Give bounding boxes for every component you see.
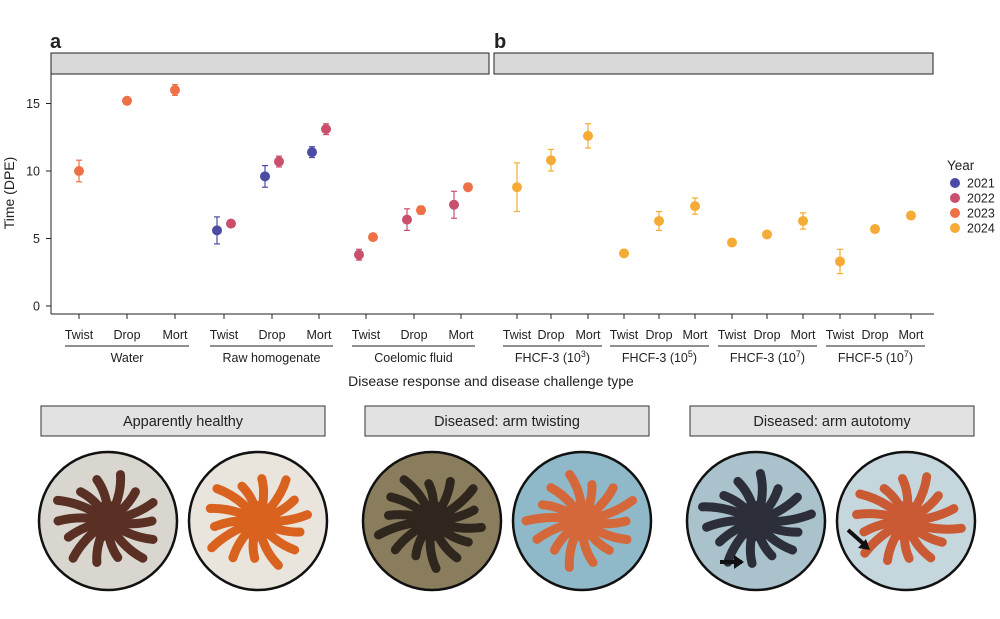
group-label: FHCF-3 (105) bbox=[622, 349, 697, 365]
data-point-2023 bbox=[463, 182, 473, 193]
group-label: FHCF-5 (107) bbox=[838, 349, 913, 365]
data-point-2024 bbox=[906, 210, 916, 221]
y-tick-label: 0 bbox=[33, 300, 40, 314]
x-tick-label-twist: Twist bbox=[210, 328, 239, 342]
data-point-2021 bbox=[212, 225, 222, 236]
x-tick-label-mort: Mort bbox=[307, 328, 333, 342]
data-point-2024 bbox=[835, 256, 845, 267]
data-point-2024 bbox=[654, 215, 664, 226]
data-point-2024 bbox=[583, 130, 593, 141]
caption-autotomy-text: Diseased: arm autotomy bbox=[753, 414, 911, 430]
legend-label-2024: 2024 bbox=[967, 222, 995, 236]
x-axis-group-labels: Water Raw homogenate Coelomic fluid FHCF-3 … bbox=[65, 345, 925, 365]
caption-healthy-text: Apparently healthy bbox=[123, 414, 244, 430]
healthy-star-dark-photo bbox=[37, 450, 179, 592]
caption-autotomy: Diseased: arm autotomy bbox=[689, 405, 975, 437]
data-point-2023 bbox=[74, 166, 84, 176]
legend-label-2021: 2021 bbox=[967, 177, 995, 191]
x-tick-label-mort: Mort bbox=[683, 328, 709, 342]
data-point-2023 bbox=[368, 232, 378, 243]
legend-swatch-2023 bbox=[950, 208, 960, 218]
legend-swatch-2024 bbox=[950, 223, 960, 233]
data-point-2023 bbox=[170, 85, 180, 95]
caption-twisting-text: Diseased: arm twisting bbox=[434, 414, 580, 430]
facet-strip-b bbox=[493, 52, 934, 75]
group-label: Water bbox=[111, 351, 144, 365]
data-point-2024 bbox=[512, 182, 522, 193]
data-point-2024 bbox=[870, 224, 880, 235]
x-tick-label-drop: Drop bbox=[537, 328, 564, 342]
y-tick-label: 10 bbox=[26, 165, 40, 179]
data-point-2023 bbox=[416, 205, 426, 216]
x-tick-label-twist: Twist bbox=[503, 328, 532, 342]
legend-label-2023: 2023 bbox=[967, 207, 995, 221]
x-tick-label-drop: Drop bbox=[753, 328, 780, 342]
twisting-star-orange-photo bbox=[511, 450, 653, 592]
data-point-2024 bbox=[762, 229, 772, 240]
group-label: Coelomic fluid bbox=[374, 351, 453, 365]
y-axis: 0 5 10 15 bbox=[26, 63, 52, 314]
autotomy-star-orange-photo bbox=[835, 450, 977, 592]
data-point-2023 bbox=[122, 95, 132, 106]
legend-swatch-2021 bbox=[950, 178, 960, 188]
x-tick-label-drop: Drop bbox=[400, 328, 427, 342]
x-tick-label-mort: Mort bbox=[791, 328, 817, 342]
autotomy-star-dark-photo bbox=[685, 450, 827, 592]
data-point-2021 bbox=[260, 171, 270, 182]
group-label: FHCF-3 (103) bbox=[515, 349, 590, 365]
data-point-2024 bbox=[727, 237, 737, 248]
y-axis-title: Time (DPE) bbox=[1, 157, 17, 230]
x-tick-label-drop: Drop bbox=[113, 328, 140, 342]
data-point-2024 bbox=[690, 201, 700, 212]
x-tick-label-drop: Drop bbox=[861, 328, 888, 342]
data-point-2024 bbox=[546, 155, 556, 166]
legend-label-2022: 2022 bbox=[967, 192, 995, 206]
data-point-2021 bbox=[307, 147, 317, 158]
group-label: FHCF-3 (107) bbox=[730, 349, 805, 365]
caption-twisting: Diseased: arm twisting bbox=[364, 405, 650, 437]
x-tick-label-twist: Twist bbox=[718, 328, 747, 342]
data-point-2022 bbox=[449, 199, 459, 210]
x-tick-label-twist: Twist bbox=[352, 328, 381, 342]
x-tick-label-mort: Mort bbox=[899, 328, 925, 342]
legend-title: Year bbox=[947, 158, 975, 173]
x-tick-label-drop: Drop bbox=[258, 328, 285, 342]
legend-swatch-2022 bbox=[950, 193, 960, 203]
x-tick-label-mort: Mort bbox=[163, 328, 189, 342]
data-point-2022 bbox=[226, 218, 236, 229]
photo-row bbox=[37, 450, 977, 592]
x-axis-title: Disease response and disease challenge t… bbox=[348, 373, 634, 389]
healthy-star-orange-photo bbox=[187, 450, 329, 592]
data-point-2024 bbox=[798, 215, 808, 226]
panel-label-b: b bbox=[494, 31, 506, 53]
y-tick-label: 5 bbox=[33, 232, 40, 246]
x-tick-label-twist: Twist bbox=[65, 328, 94, 342]
x-tick-label-twist: Twist bbox=[610, 328, 639, 342]
group-label: Raw homogenate bbox=[223, 351, 321, 365]
twisting-star-dark-photo bbox=[361, 450, 503, 592]
data-point-2022 bbox=[402, 214, 412, 225]
data-point-2022 bbox=[354, 249, 364, 260]
data-point-2022 bbox=[274, 156, 284, 167]
x-tick-label-drop: Drop bbox=[645, 328, 672, 342]
facet-strip-a bbox=[50, 52, 490, 75]
x-axis-ticks: Twist Drop Mort Twist Drop Mort Twist Drop Mort T… bbox=[65, 314, 924, 342]
x-tick-label-mort: Mort bbox=[576, 328, 602, 342]
panel-b-points bbox=[512, 123, 916, 275]
x-tick-label-mort: Mort bbox=[449, 328, 475, 342]
caption-healthy: Apparently healthy bbox=[40, 405, 326, 437]
panel-a-points bbox=[74, 83, 473, 261]
panel-label-a: a bbox=[50, 31, 62, 53]
data-point-2024 bbox=[619, 248, 629, 259]
data-point-2022 bbox=[321, 124, 331, 135]
y-tick-label: 15 bbox=[26, 97, 40, 111]
x-tick-label-twist: Twist bbox=[826, 328, 855, 342]
